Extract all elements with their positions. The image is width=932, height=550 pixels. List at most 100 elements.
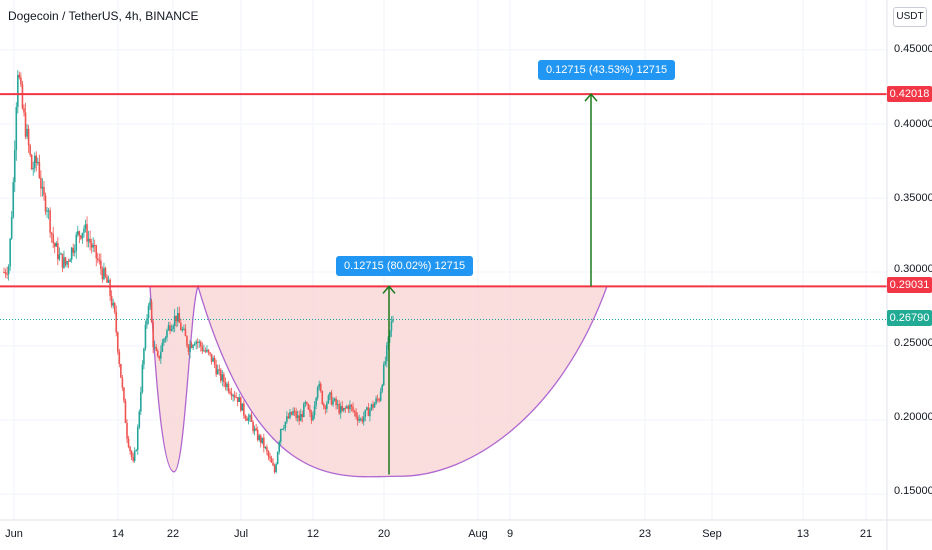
candle-body	[129, 446, 131, 452]
candle-body	[69, 259, 71, 262]
candle-body	[372, 404, 374, 408]
candle-body	[362, 416, 365, 422]
candle-body	[255, 428, 257, 431]
candle-body	[181, 329, 184, 331]
candle-body	[178, 313, 181, 323]
candle-body	[55, 243, 58, 247]
candle-body	[37, 161, 39, 163]
candle-body	[206, 349, 208, 352]
candle-body	[57, 243, 59, 260]
candle-body	[256, 430, 259, 440]
candle-body	[233, 395, 236, 398]
candle-body	[49, 210, 51, 233]
candle-body	[198, 341, 201, 343]
candle-body	[296, 415, 299, 418]
candle-body	[378, 399, 380, 401]
candle-body	[150, 301, 153, 323]
candle-body	[192, 345, 194, 348]
currency-button[interactable]: USDT	[893, 7, 927, 27]
x-tick-label: 12	[306, 528, 320, 540]
candle-body	[230, 393, 233, 397]
candle-body	[392, 319, 394, 322]
candle-body	[180, 322, 182, 331]
candle-body	[370, 404, 373, 410]
candle-body	[252, 421, 254, 432]
candle-body	[81, 232, 84, 239]
candle-body	[243, 403, 245, 416]
candle-body	[207, 349, 210, 353]
candle-body	[121, 377, 124, 388]
candle-body	[43, 186, 45, 196]
candle-body	[138, 411, 141, 428]
candle-body	[201, 346, 204, 352]
candle-body	[183, 328, 185, 330]
candle-body	[223, 374, 225, 383]
candle-body	[316, 387, 319, 399]
candle-body	[318, 383, 320, 388]
candle-body	[299, 414, 302, 422]
candle-body	[344, 407, 347, 409]
candle-body	[143, 348, 145, 365]
candle-body	[313, 405, 316, 416]
candle-body	[173, 315, 176, 326]
candle-body	[241, 403, 244, 411]
x-tick-label: Sep	[702, 528, 722, 540]
candle-body	[158, 355, 161, 359]
candle-body	[120, 363, 122, 378]
measure-arrows	[382, 92, 598, 475]
x-tick-label: 23	[638, 528, 652, 540]
measure-arrow-upper-head	[584, 92, 598, 102]
candle-body	[310, 412, 313, 421]
candle-body	[200, 341, 202, 347]
candle-body	[40, 177, 42, 189]
candle-body	[80, 235, 82, 239]
candle-body	[195, 341, 197, 344]
candle-body	[373, 403, 376, 408]
candle-body	[17, 74, 19, 108]
candle-body	[172, 325, 174, 329]
candle-body	[359, 418, 362, 420]
candle-body	[126, 422, 128, 439]
candle-body	[92, 244, 94, 248]
candle-body	[15, 107, 18, 151]
x-tick-label: Jul	[233, 528, 249, 540]
candle-body	[349, 404, 351, 410]
candle-body	[278, 441, 281, 453]
candle-body	[209, 352, 211, 354]
candle-body	[38, 161, 41, 178]
candle-body	[24, 112, 27, 137]
candle-body	[326, 403, 328, 409]
candle-body	[133, 450, 136, 461]
candle-body	[286, 416, 288, 422]
candle-body	[379, 391, 382, 401]
candle-body	[204, 350, 207, 352]
candle-body	[382, 364, 385, 386]
candle-body	[267, 451, 270, 457]
candle-body	[70, 247, 73, 260]
candle-body	[190, 343, 193, 348]
measure-label-upper: 0.12715 (43.53%) 12715	[538, 60, 676, 80]
candle-body	[236, 397, 239, 402]
cup-pattern-curve	[149, 284, 608, 478]
candle-body	[84, 224, 87, 229]
candle-body	[101, 269, 104, 280]
x-tick-label: Jun	[5, 528, 23, 540]
candle-body	[153, 346, 156, 348]
candle-body	[218, 369, 221, 371]
candle-body	[160, 351, 162, 359]
candle-body	[238, 397, 241, 402]
candle-body	[375, 398, 377, 404]
candle-body	[272, 462, 274, 466]
candle-body	[283, 427, 285, 429]
candle-body	[361, 418, 364, 422]
current-price-tag: 0.26790	[887, 310, 932, 326]
candle-body	[104, 267, 107, 277]
candle-body	[124, 400, 127, 423]
candle-body	[163, 339, 165, 343]
neckline-price-tag: 0.29031	[887, 277, 932, 293]
candle-body	[250, 415, 253, 422]
candle-body	[6, 273, 8, 275]
candle-body	[244, 415, 247, 419]
candle-body	[249, 415, 251, 418]
candle-body	[109, 279, 111, 296]
